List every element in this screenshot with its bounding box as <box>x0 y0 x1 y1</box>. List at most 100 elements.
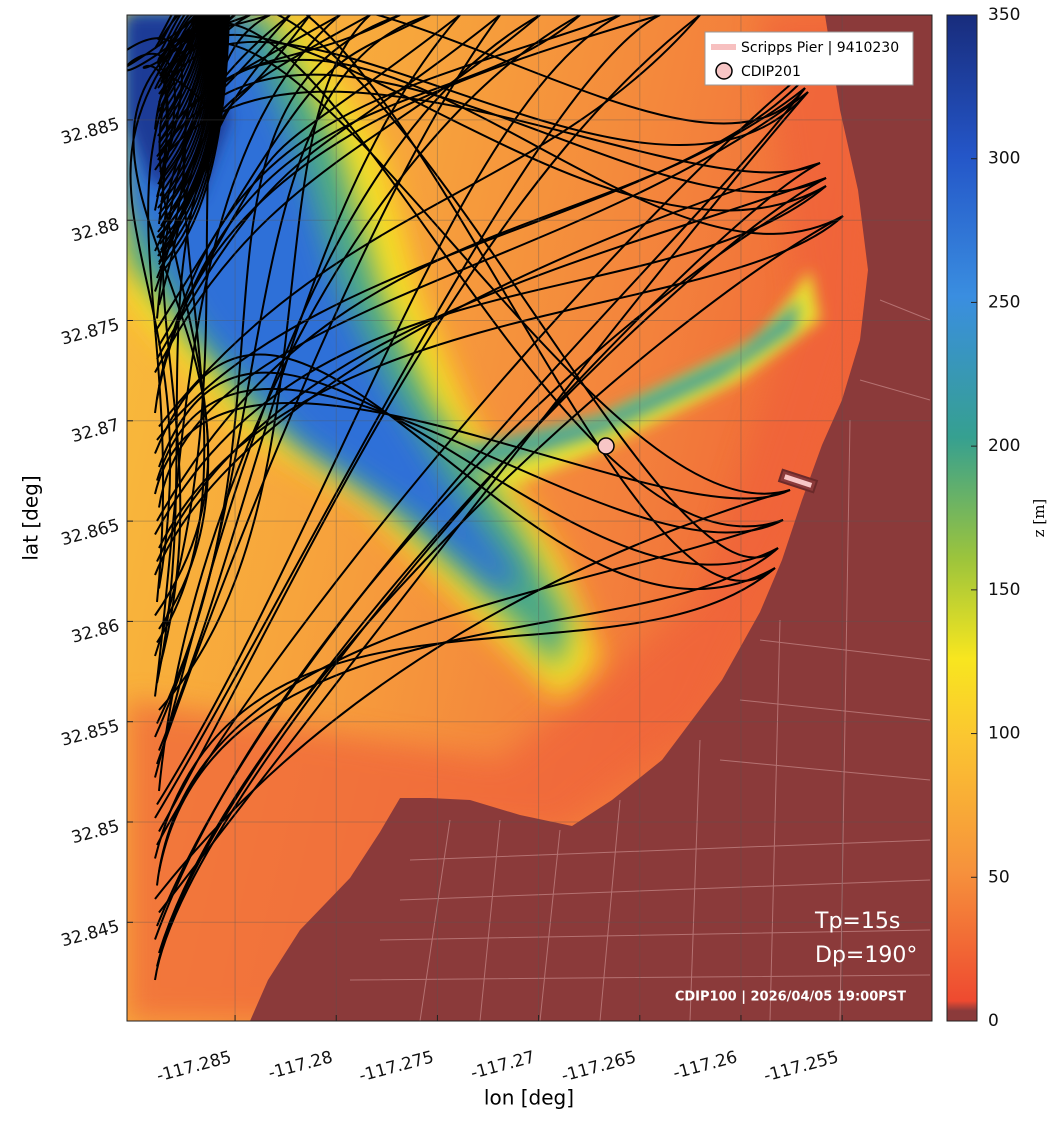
wave-ray <box>158 15 461 347</box>
annotation: Tp=15s <box>814 909 900 934</box>
wave-ray <box>158 15 204 119</box>
colorbar <box>946 14 978 1022</box>
wave-ray <box>157 15 219 209</box>
wave-ray <box>160 15 230 275</box>
wave-ray <box>156 177 827 967</box>
annotation: CDIP100 | 2026/04/05 19:00PST <box>675 990 906 1005</box>
wave-ray <box>158 15 779 559</box>
wave-ray <box>154 15 776 582</box>
wave-ray <box>158 58 844 235</box>
wave-ray <box>158 15 581 792</box>
wave-ray <box>160 15 222 227</box>
branch-green <box>450 300 800 475</box>
x-axis-label: lon [deg] <box>484 1086 574 1110</box>
colorbar-label: z [m] <box>1030 499 1048 538</box>
wave-ray <box>156 15 401 724</box>
wave-ray <box>156 73 827 193</box>
wave-ray <box>154 489 791 900</box>
x-tick-label: -117.275 <box>357 1047 436 1086</box>
wave-ray <box>160 15 198 83</box>
wave-ray <box>158 15 212 167</box>
wave-ray <box>160 15 218 203</box>
wave-ray <box>158 15 196 71</box>
y-tick-label: 32.855 <box>59 716 122 751</box>
wave-ray <box>156 15 501 765</box>
x-tick-label: -117.265 <box>559 1047 638 1086</box>
land <box>250 15 932 1021</box>
y-tick-label: 32.86 <box>69 616 121 648</box>
wave-ray <box>154 15 541 778</box>
wave-ray <box>158 15 701 428</box>
wave-ray <box>158 15 200 95</box>
wave-ray <box>159 15 201 101</box>
wave-ray <box>159 15 217 197</box>
streets <box>349 299 931 1021</box>
y-tick-label: 32.845 <box>59 917 122 952</box>
wave-ray <box>154 15 661 819</box>
wave-ray <box>157 15 194 65</box>
y-tick-label: 32.885 <box>59 114 122 149</box>
wave-ray <box>157 15 215 185</box>
wave-ray <box>156 15 621 400</box>
plot-frame <box>126 14 933 1022</box>
wave-ray <box>159 15 197 77</box>
y-tick-label: 32.865 <box>59 515 122 550</box>
shallow-zone <box>127 15 880 1021</box>
wave-ray <box>156 59 821 846</box>
buoy-marker <box>597 437 615 455</box>
wave-ray <box>154 567 776 859</box>
wave-ray <box>158 15 228 263</box>
wave-ray <box>160 15 214 179</box>
pier <box>777 468 819 494</box>
wave-ray <box>159 15 213 173</box>
map-area <box>127 15 932 1021</box>
grid <box>127 15 932 1021</box>
legend-buoy-swatch <box>715 62 733 80</box>
y-axis-label: lat [deg] <box>19 475 43 560</box>
colorbar-tick-label: 150 <box>988 580 1020 600</box>
wave-ray <box>157 15 211 161</box>
x-tick-label: -117.27 <box>469 1047 538 1083</box>
wave-ray <box>156 87 806 522</box>
wave-ray <box>160 15 202 107</box>
wave-ray <box>154 162 821 576</box>
canyon-blue <box>127 15 520 590</box>
wave-ray <box>159 15 209 149</box>
x-tick-label: -117.26 <box>671 1047 740 1083</box>
colorbar-tick-label: 350 <box>988 5 1020 25</box>
wave-ray <box>159 15 229 269</box>
pier-body <box>783 474 813 488</box>
wave-ray <box>160 15 206 131</box>
colorbar-tick-label: 100 <box>988 724 1020 744</box>
wave-ray <box>154 353 776 591</box>
wave-ray <box>156 387 784 534</box>
y-tick-label: 32.87 <box>69 415 121 447</box>
wave-ray <box>159 15 205 125</box>
colorbar-tick-label: 200 <box>988 436 1020 456</box>
wave-ray <box>159 15 192 53</box>
wave-ray <box>157 15 190 41</box>
wave-ray <box>154 15 341 697</box>
wave-ray <box>160 15 226 251</box>
x-tick-label: -117.28 <box>266 1047 335 1083</box>
annotation: Dp=190° <box>815 943 917 968</box>
wave-rays <box>127 15 844 981</box>
wave-ray <box>154 185 827 535</box>
y-tick-label: 32.85 <box>69 816 121 848</box>
colorbar-tick-label: 300 <box>988 149 1020 169</box>
legend-label: Scripps Pier | 9410230 <box>741 40 899 56</box>
wave-ray <box>158 15 224 239</box>
wave-ray <box>159 15 221 221</box>
wave-ray <box>157 15 199 89</box>
wave-ray <box>158 15 208 143</box>
wave-ray <box>158 215 844 549</box>
wave-ray <box>154 15 271 657</box>
wave-ray <box>158 15 371 711</box>
wave-ray <box>158 371 779 566</box>
x-tick-label: -117.285 <box>155 1047 234 1086</box>
y-tick-label: 32.88 <box>69 215 121 247</box>
wave-ray <box>157 15 223 233</box>
legend-label: CDIP201 <box>741 64 801 80</box>
wave-ray <box>158 15 701 832</box>
